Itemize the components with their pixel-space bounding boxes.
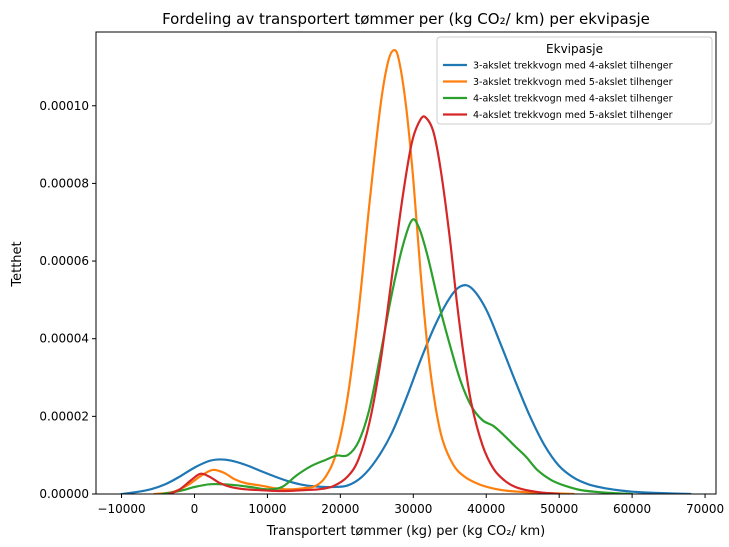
series-line-2	[153, 48, 575, 494]
chart-title: Fordeling av transportert tømmer per (kg…	[162, 10, 650, 28]
y-tick-label: 0.00008	[39, 176, 89, 190]
x-axis-label: Transportert tømmer (kg) per (kg CO₂/ km…	[266, 524, 546, 539]
legend-entry: 3-akslet trekkvogn med 4-akslet tilhenge…	[473, 61, 673, 72]
x-tick-label: 50000	[540, 502, 578, 516]
y-axis-label: Tetthet	[10, 241, 25, 287]
y-tick-label: 0.00004	[39, 332, 89, 346]
x-tick-label: 60000	[613, 502, 651, 516]
x-tick-label: 20000	[321, 502, 359, 516]
x-axis: −10000 0 10000 20000 30000 40000 50000 60000 700…	[97, 494, 724, 516]
y-tick-label: 0.00002	[39, 409, 89, 423]
series-line-3	[160, 218, 634, 494]
legend-entry: 4-akslet trekkvogn med 5-akslet tilhenge…	[473, 110, 673, 121]
x-tick-label: 70000	[686, 502, 724, 516]
x-tick-label: 10000	[248, 502, 286, 516]
legend-entry: 4-akslet trekkvogn med 4-akslet tilhenge…	[473, 94, 673, 105]
y-tick-label: 0.00006	[39, 254, 89, 268]
legend-entry: 3-akslet trekkvogn med 5-akslet tilhenge…	[473, 77, 673, 88]
x-tick-label: 30000	[394, 502, 432, 516]
x-tick-label: 40000	[467, 502, 505, 516]
y-tick-label: 0.00010	[39, 99, 89, 113]
legend-box	[436, 36, 713, 125]
plot-frame	[95, 31, 717, 495]
series-line-1	[120, 284, 692, 494]
x-tick-label: −10000	[97, 502, 145, 516]
series-line-4	[167, 115, 561, 494]
y-tick-label: 0.00000	[39, 487, 89, 501]
plot-area	[95, 31, 717, 495]
y-axis: 0.00000 0.00002 0.00004 0.00006 0.00008 0.000…	[39, 99, 96, 501]
series-lines	[120, 48, 692, 494]
legend: Ekvipasje 3-akslet trekkvogn med 4-akslet…	[436, 36, 713, 125]
legend-title: Ekvipasje	[546, 42, 603, 56]
x-tick-label: 0	[191, 502, 199, 516]
